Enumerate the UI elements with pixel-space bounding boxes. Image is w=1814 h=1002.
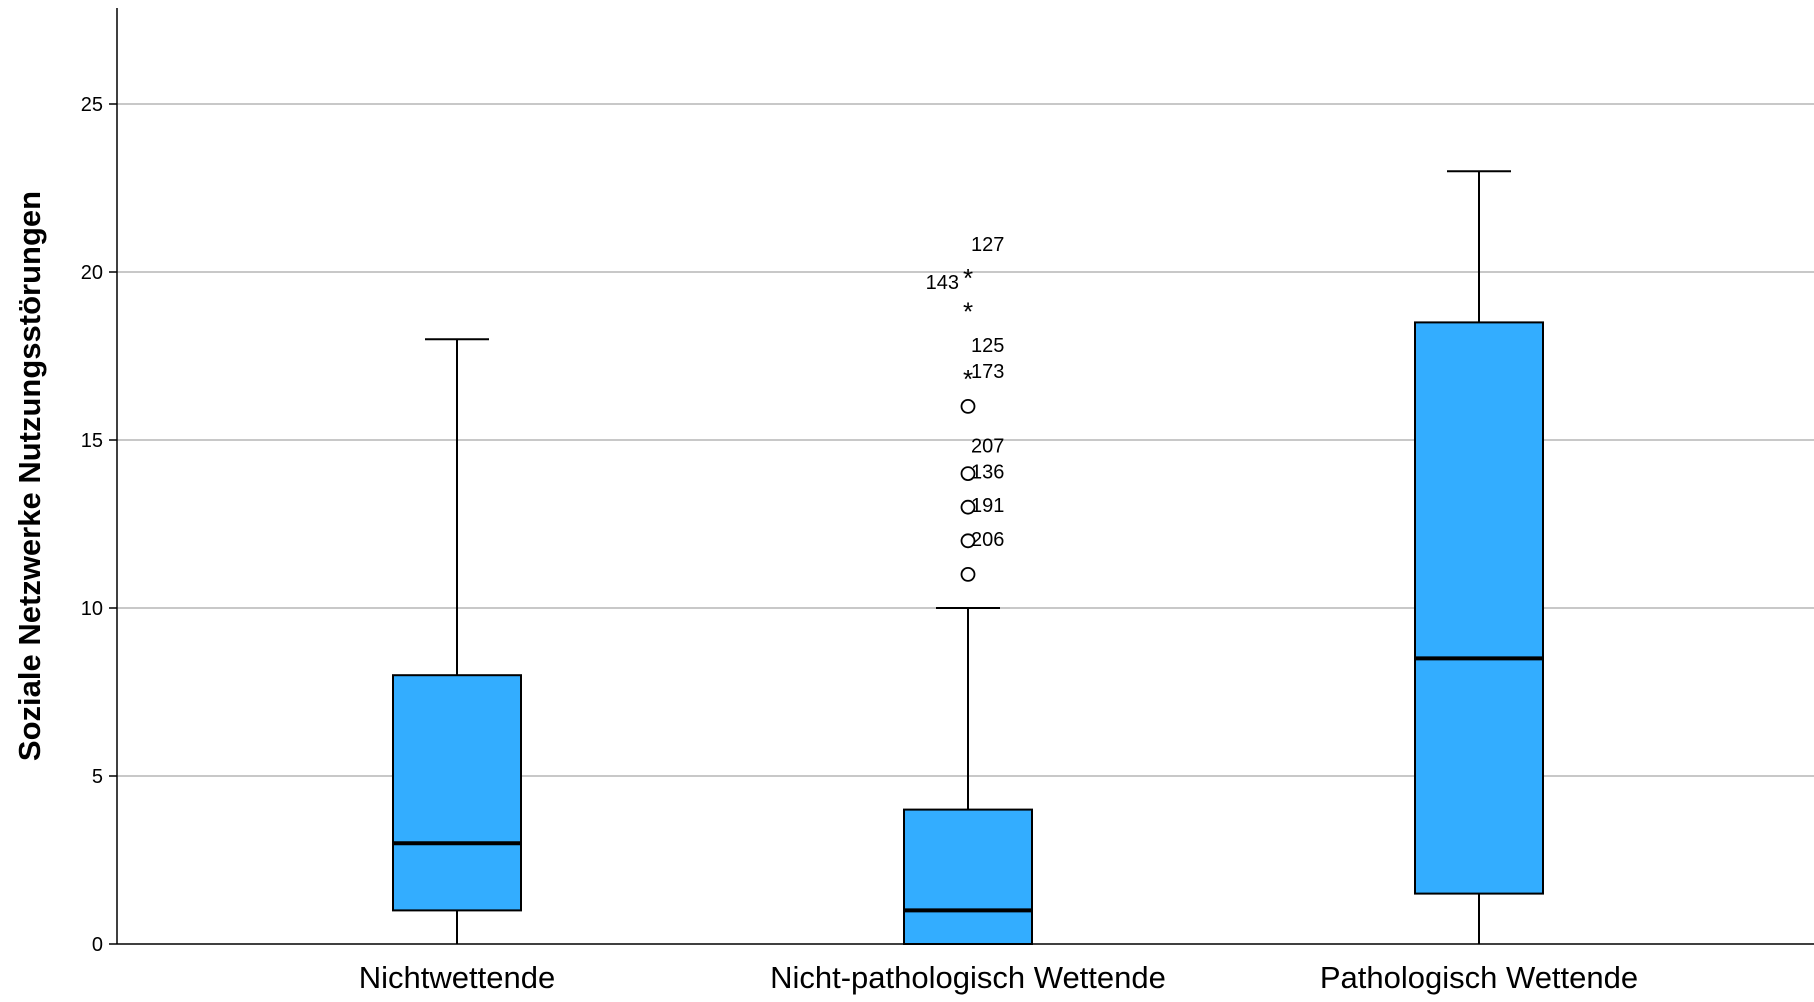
outlier-circle xyxy=(960,533,976,549)
y-tick-label: 0 xyxy=(92,934,103,956)
box-iqr xyxy=(1414,321,1544,895)
extreme-outlier-star: * xyxy=(963,263,973,293)
box-iqr xyxy=(903,808,1033,945)
y-tick-label: 25 xyxy=(81,94,103,116)
outlier-case-label: 143 xyxy=(926,272,959,294)
outlier-circle xyxy=(960,466,976,482)
outlier-circle xyxy=(960,499,976,515)
y-axis-label: Soziale Netzwerke Nutzungsstörungen xyxy=(12,191,47,761)
outlier-circle xyxy=(960,567,976,582)
y-tick-label: 10 xyxy=(81,598,103,620)
box-iqr xyxy=(392,674,522,912)
y-tick-label: 5 xyxy=(92,766,103,788)
extreme-outlier-star: * xyxy=(963,297,973,327)
outlier-case-label: 207 xyxy=(971,436,1004,458)
y-tick-label: 20 xyxy=(81,262,103,284)
extreme-outlier-star: * xyxy=(963,364,973,394)
outlier-case-label: 173 xyxy=(971,361,1004,383)
x-category-label: Pathologisch Wettende xyxy=(1320,960,1638,995)
outlier-circle xyxy=(960,398,976,414)
outlier-case-label: 191 xyxy=(971,495,1004,517)
outlier-case-label: 136 xyxy=(971,462,1004,484)
y-tick-label: 15 xyxy=(81,430,103,452)
x-category-label: Nichtwettende xyxy=(359,960,555,995)
outlier-case-label: 206 xyxy=(971,529,1004,551)
outlier-case-label: 127 xyxy=(971,234,1004,256)
outlier-case-label: 125 xyxy=(971,335,1004,357)
x-category-label: Nicht-pathologisch Wettende xyxy=(770,960,1166,995)
